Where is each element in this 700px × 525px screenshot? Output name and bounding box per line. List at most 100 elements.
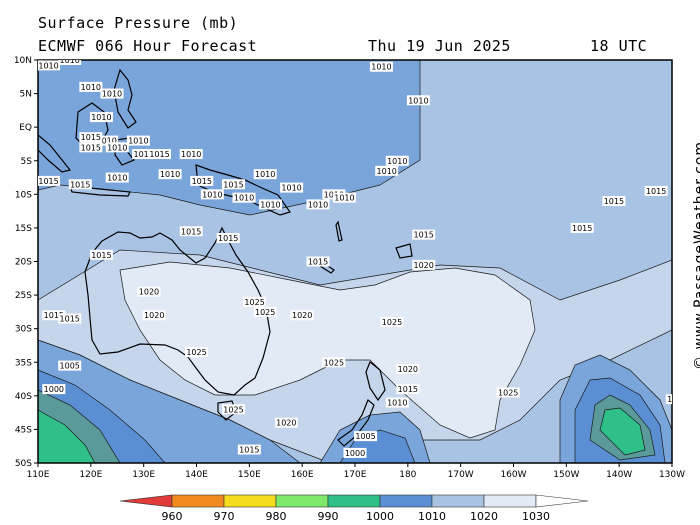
contour-label-bg xyxy=(602,196,626,207)
contour-label-bg xyxy=(200,189,224,200)
contour-label-bg xyxy=(306,256,330,267)
legend-swatch xyxy=(379,494,433,508)
model-run-label: ECMWF 066 Hour Forecast xyxy=(38,37,258,55)
legend-value: 980 xyxy=(266,510,287,523)
contour-label-bg xyxy=(68,179,92,190)
contour-label-bg xyxy=(406,95,430,106)
contour-label: 1015 xyxy=(60,315,80,324)
legend-value: 1020 xyxy=(470,510,498,523)
australia-coast xyxy=(84,226,271,396)
contour-label-bg xyxy=(185,347,208,358)
contour-label-bg xyxy=(190,175,214,186)
contour-label-bg xyxy=(274,417,298,428)
contour-label-bg xyxy=(58,60,82,65)
legend-swatch xyxy=(431,494,485,508)
contour-label-bg xyxy=(253,306,277,317)
contour-label: 1015 xyxy=(398,385,418,394)
contour-label: 1020 xyxy=(414,261,434,270)
field-990-southwest xyxy=(38,409,96,463)
contour-label-bg xyxy=(89,249,113,260)
contour-label-bg xyxy=(385,155,409,166)
contour-label-bg xyxy=(385,397,409,408)
contour-label: 1015 xyxy=(192,177,212,186)
legend-swatch xyxy=(119,494,173,508)
contour-label-bg xyxy=(126,135,150,146)
contour-label: 1015 xyxy=(477,46,497,55)
contour-label: 1025 xyxy=(324,358,344,367)
legend-value: 970 xyxy=(214,510,235,523)
legend-swatch xyxy=(275,494,329,508)
contour-label-bg xyxy=(89,112,113,123)
legend-value: 960 xyxy=(162,510,183,523)
contour-label-bg xyxy=(179,226,203,237)
contour-label-bg xyxy=(682,357,700,367)
contour-label: 1015 xyxy=(572,224,592,233)
contour-label: 1010 xyxy=(334,194,354,203)
forecast-time: 18 UTC xyxy=(590,37,648,55)
contour-label-bg xyxy=(375,165,399,176)
legend-swatch xyxy=(171,494,225,508)
contour-label: 1010 xyxy=(160,170,180,179)
contour-label-bg xyxy=(158,169,182,180)
contour-label: 1015 xyxy=(694,362,700,371)
contour-label-bg xyxy=(496,387,520,398)
contour-label-bg xyxy=(306,199,330,210)
lat-tick-label: 25S xyxy=(15,291,32,301)
contour-label: 1020 xyxy=(144,311,164,320)
contour-label: 1020 xyxy=(276,419,296,428)
lon-tick-label: 130W xyxy=(659,470,685,480)
lon-tick-label: 170W xyxy=(448,470,474,480)
contour-label: 1005 xyxy=(355,432,375,441)
lat-tick-label: 40S xyxy=(15,392,32,402)
contour-label: 1010 xyxy=(97,137,117,146)
contour-label-bg xyxy=(322,357,346,368)
contour-label-bg xyxy=(79,81,103,92)
legend-value: 1000 xyxy=(366,510,394,523)
contour-label: 1010 xyxy=(38,61,58,70)
contour-label: 1010 xyxy=(91,113,111,122)
contour-label-bg xyxy=(237,444,261,455)
contour-label: 1025 xyxy=(498,388,518,397)
contour-label: 1010 xyxy=(408,96,428,105)
contour-label: 1025 xyxy=(382,318,402,327)
contour-label: 1015 xyxy=(38,177,58,186)
lon-tick-label: 140W xyxy=(606,470,632,480)
contour-label: 1015 xyxy=(91,251,111,260)
contour-label-bg xyxy=(396,384,420,395)
lon-tick-label: 130E xyxy=(132,470,155,480)
contour-label: 1015 xyxy=(604,197,624,206)
contour-label-bg xyxy=(679,418,697,428)
contour-label: 1015 xyxy=(308,258,328,267)
contour-label-bg xyxy=(148,149,172,160)
sumatra-coast xyxy=(38,134,72,173)
contour-label: 1015 xyxy=(181,227,201,236)
contour-label-bg xyxy=(687,371,700,381)
contour-label-bg xyxy=(105,172,129,183)
contour-label: 1010 xyxy=(133,150,153,159)
vanuatu xyxy=(335,220,343,242)
contour-label-bg xyxy=(412,259,436,270)
contour-label: 1015 xyxy=(688,372,700,381)
lat-tick-label: EQ xyxy=(19,123,32,133)
contour-label-bg xyxy=(380,316,404,327)
contour-label: 1020 xyxy=(292,311,312,320)
contour-label: 1025 xyxy=(244,298,264,307)
lat-tick-label: 5S xyxy=(21,157,33,167)
contour-label: 1015 xyxy=(239,446,259,455)
contour-label-bg xyxy=(38,60,61,71)
contour-label-bg xyxy=(132,149,156,160)
java-coast xyxy=(69,185,131,197)
lon-tick-label: 140E xyxy=(185,470,208,480)
contour-label: 1000 xyxy=(345,449,365,458)
contour-label-bg xyxy=(105,142,129,153)
contour-label-bg xyxy=(644,185,668,196)
lon-tick-label: 160E xyxy=(291,470,314,480)
field-1025 xyxy=(119,261,536,439)
contour-label: 1010 xyxy=(128,137,148,146)
legend-value: 990 xyxy=(318,510,339,523)
contour-label: 1025 xyxy=(255,308,275,317)
contour-label-bg xyxy=(42,384,66,395)
contour-label: 1015 xyxy=(223,180,243,189)
lat-tick-label: 45S xyxy=(15,425,32,435)
contour-label-bg xyxy=(354,431,378,442)
